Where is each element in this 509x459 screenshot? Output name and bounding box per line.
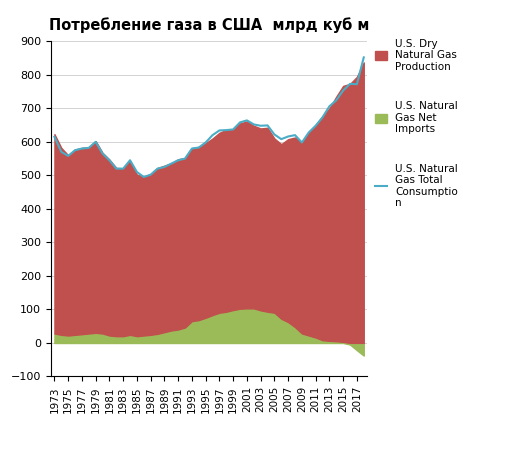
Legend: U.S. Dry
Natural Gas
Production, U.S. Natural
Gas Net
Imports, U.S. Natural
Gas : U.S. Dry Natural Gas Production, U.S. Na… [370, 34, 461, 213]
Title: Потребление газа в США  млрд куб м: Потребление газа в США млрд куб м [49, 17, 369, 33]
